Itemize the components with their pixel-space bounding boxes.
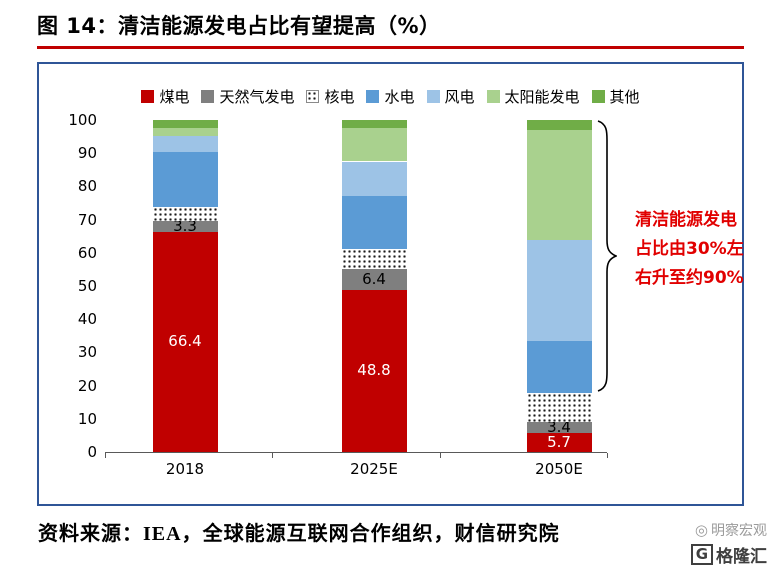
plot-area: 0 10 20 30 40 50 60 70 80 90 100 66.4 3.3 2018 48.8 6.4… xyxy=(39,64,742,504)
bar-value-label: 3.4 xyxy=(547,417,571,436)
bar-value-label: 6.4 xyxy=(362,269,386,288)
watermark-gelonghui-text: 格隆汇 xyxy=(716,547,767,567)
bar-value-label: 48.8 xyxy=(357,361,391,380)
y-axis-tick-label: 30 xyxy=(77,343,97,362)
legend-swatch-icon xyxy=(141,90,155,103)
gelonghui-logo-icon: G xyxy=(690,544,713,565)
bar-segment-其他-2018 xyxy=(152,120,218,129)
y-axis-tick-label: 70 xyxy=(77,210,97,229)
bar-segment-核电-2018 xyxy=(152,206,218,221)
y-axis-tick-label: 40 xyxy=(77,310,97,329)
legend-swatch-icon xyxy=(486,90,500,103)
legend-item-太阳能发电: 太阳能发电 xyxy=(486,86,580,107)
bar-segment-煤电-2018: 66.4 xyxy=(152,231,218,452)
y-axis-tick-label: 60 xyxy=(77,243,97,262)
legend-swatch-icon xyxy=(306,90,320,103)
bar-value-label: 66.4 xyxy=(168,332,202,351)
y-axis-tick-label: 90 xyxy=(77,144,97,163)
legend-swatch-icon xyxy=(591,90,605,103)
bar-segment-水电-2025E xyxy=(341,196,407,250)
legend-label: 其他 xyxy=(609,88,640,106)
legend-item-核电: 核电 xyxy=(306,86,354,107)
bar-segment-煤电-2050E: 5.7 xyxy=(526,433,592,452)
mingcha-logo-icon: ◎ xyxy=(694,521,708,539)
y-axis-tick-label: 0 xyxy=(87,443,97,461)
bar-segment-核电-2025E xyxy=(341,249,407,269)
x-axis-tickmark xyxy=(272,453,273,458)
legend-item-水电: 水电 xyxy=(366,86,415,107)
legend-item-其他: 其他 xyxy=(591,86,640,107)
legend-swatch-icon xyxy=(426,90,440,103)
bar-segment-太阳能发电-2018 xyxy=(152,128,218,136)
x-axis-tickmark xyxy=(105,453,106,458)
bar-segment-煤电-2025E: 48.8 xyxy=(341,289,407,452)
bar-segment-风电-2025E xyxy=(341,161,407,197)
legend-item-风电: 风电 xyxy=(426,86,475,107)
legend-label: 煤电 xyxy=(159,88,190,106)
x-axis-line xyxy=(105,452,607,453)
chart-frame: 煤电 天然气发电 核电 水电 风电 太阳能发电 其他 0 10 20 30 40 50 60 70 80 90… xyxy=(37,62,744,506)
legend-label: 风电 xyxy=(444,88,475,106)
bar-value-label: 5.7 xyxy=(547,433,571,452)
figure-title: 图 14：清洁能源发电占比有望提高（%） xyxy=(37,14,441,38)
legend-label: 水电 xyxy=(384,88,415,106)
x-axis-label-2018: 2018 xyxy=(165,460,205,478)
annotation-text: 清洁能源发电占比由30%左右升至约90% xyxy=(635,210,744,288)
bar-value-label: 3.3 xyxy=(173,216,197,235)
y-axis-tick-label: 50 xyxy=(77,277,97,295)
bar-segment-水电-2050E xyxy=(526,340,592,393)
x-axis-label-2050E: 2050E xyxy=(535,460,583,478)
legend-label: 天然气发电 xyxy=(219,88,295,106)
legend-item-天然气发电: 天然气发电 xyxy=(201,86,294,107)
x-axis-label-2025E: 2025E xyxy=(350,460,398,478)
chart-legend: 煤电 天然气发电 核电 水电 风电 太阳能发电 其他 xyxy=(39,86,742,107)
bar-segment-太阳能发电-2025E xyxy=(341,128,407,162)
y-axis-tick-label: 20 xyxy=(77,376,97,395)
bar-segment-太阳能发电-2050E xyxy=(526,129,592,240)
bar-segment-天然气发电-2025E: 6.4 xyxy=(341,268,407,290)
y-axis-tick-label: 10 xyxy=(77,409,97,428)
watermark-mingcha-line: ◎ 明察宏观 xyxy=(691,520,767,540)
legend-item-煤电: 煤电 xyxy=(141,86,189,107)
bar-segment-其他-2025E xyxy=(341,120,407,129)
legend-swatch-icon xyxy=(201,90,215,103)
annotation-brace xyxy=(597,120,617,392)
y-axis-tick-label: 100 xyxy=(68,111,97,129)
bar-segment-水电-2018 xyxy=(152,151,218,207)
x-axis-tickmark xyxy=(440,453,441,458)
watermark-gelonghui-line: G 格隆汇 xyxy=(690,542,767,567)
legend-label: 核电 xyxy=(324,88,355,106)
y-axis-tick-label: 80 xyxy=(77,177,97,196)
legend-swatch-icon xyxy=(366,90,380,103)
source-note: 资料来源：IEA，全球能源互联网合作组织，财信研究院 xyxy=(38,523,560,545)
bar-segment-天然气发电-2050E: 3.4 xyxy=(526,417,592,436)
bar-segment-其他-2050E xyxy=(526,120,592,130)
bar-segment-风电-2050E xyxy=(526,239,592,341)
legend-label: 太阳能发电 xyxy=(504,88,580,106)
watermark-mingcha-text: 明察宏观 xyxy=(711,523,767,539)
title-underline xyxy=(37,46,744,49)
bar-segment-天然气发电-2018: 3.3 xyxy=(152,216,218,235)
bar-segment-核电-2050E xyxy=(526,392,592,422)
bar-segment-风电-2018 xyxy=(152,135,218,152)
x-axis-tickmark xyxy=(607,453,608,458)
watermark: ◎ 明察宏观 G 格隆汇 xyxy=(690,520,767,567)
